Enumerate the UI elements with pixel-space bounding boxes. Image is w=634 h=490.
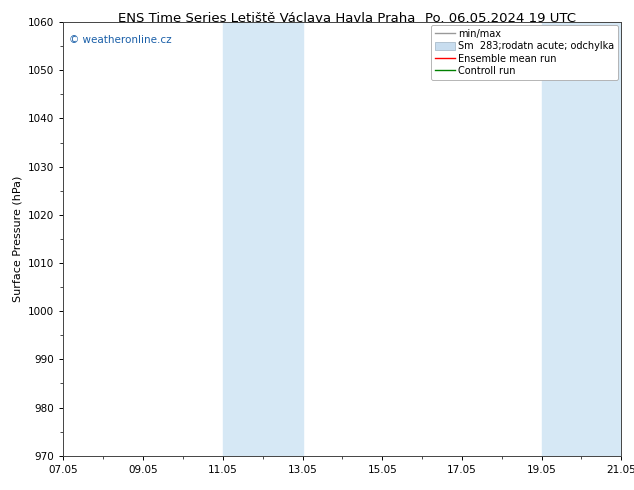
Bar xyxy=(223,22,302,456)
Text: © weatheronline.cz: © weatheronline.cz xyxy=(69,35,172,45)
Bar xyxy=(541,22,621,456)
Legend: min/max, Sm  283;rodatn acute; odchylka, Ensemble mean run, Controll run: min/max, Sm 283;rodatn acute; odchylka, … xyxy=(431,25,618,80)
Y-axis label: Surface Pressure (hPa): Surface Pressure (hPa) xyxy=(13,176,23,302)
Text: Po. 06.05.2024 19 UTC: Po. 06.05.2024 19 UTC xyxy=(425,12,576,25)
Text: ENS Time Series Letiště Václava Havla Praha: ENS Time Series Letiště Václava Havla Pr… xyxy=(117,12,415,25)
